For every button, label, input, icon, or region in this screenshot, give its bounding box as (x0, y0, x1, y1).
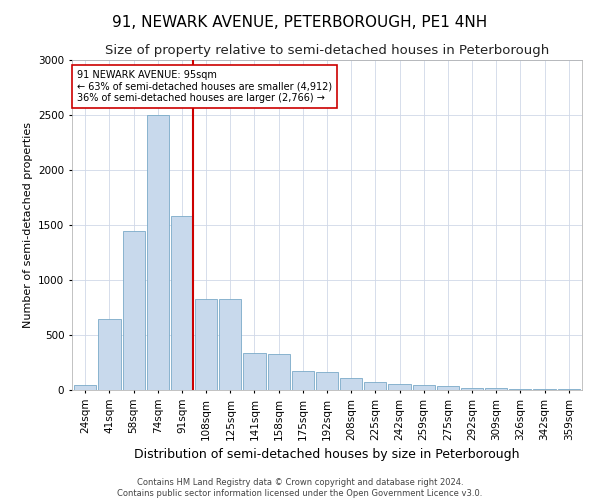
Bar (485, 388, 508, 390)
Bar (388, 384, 410, 390)
Bar (533, 389, 556, 390)
Y-axis label: Number of semi-detached properties: Number of semi-detached properties (23, 122, 32, 328)
Bar (268, 354, 290, 390)
Bar (364, 382, 386, 390)
Bar (244, 352, 266, 390)
Bar (292, 372, 314, 390)
Bar (413, 385, 435, 390)
Bar (195, 298, 217, 390)
Text: Contains HM Land Registry data © Crown copyright and database right 2024.
Contai: Contains HM Land Registry data © Crown c… (118, 478, 482, 498)
Bar (171, 216, 193, 390)
Bar (98, 318, 121, 390)
X-axis label: Distribution of semi-detached houses by size in Peterborough: Distribution of semi-detached houses by … (134, 448, 520, 461)
Bar (219, 298, 241, 390)
Text: 91 NEWARK AVENUE: 95sqm
← 63% of semi-detached houses are smaller (4,912)
36% of: 91 NEWARK AVENUE: 95sqm ← 63% of semi-de… (77, 70, 332, 103)
Bar (437, 386, 459, 390)
Bar (74, 384, 97, 390)
Bar (340, 378, 362, 390)
Bar (461, 388, 483, 390)
Bar (316, 372, 338, 390)
Text: 91, NEWARK AVENUE, PETERBOROUGH, PE1 4NH: 91, NEWARK AVENUE, PETERBOROUGH, PE1 4NH (112, 15, 488, 30)
Bar (509, 389, 532, 390)
Bar (146, 115, 169, 390)
Title: Size of property relative to semi-detached houses in Peterborough: Size of property relative to semi-detach… (105, 44, 549, 58)
Bar (122, 230, 145, 390)
